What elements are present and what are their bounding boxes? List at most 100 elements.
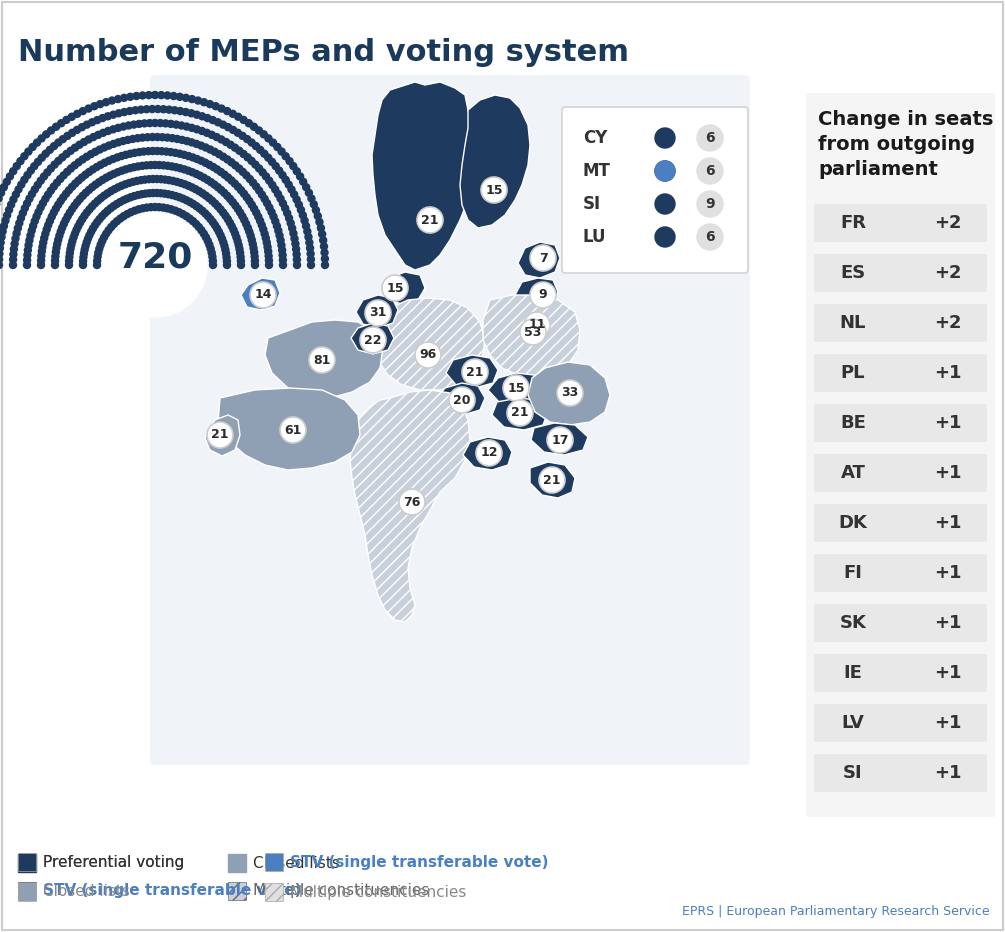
Text: LU: LU bbox=[583, 228, 606, 246]
Circle shape bbox=[250, 244, 257, 252]
Circle shape bbox=[299, 178, 307, 185]
Text: 7: 7 bbox=[539, 252, 548, 265]
Circle shape bbox=[68, 130, 75, 136]
Text: SI: SI bbox=[843, 764, 863, 782]
Circle shape bbox=[360, 327, 386, 353]
Circle shape bbox=[29, 144, 36, 150]
Circle shape bbox=[188, 110, 195, 116]
Text: Change in seats
from outgoing
parliament: Change in seats from outgoing parliament bbox=[818, 110, 993, 179]
Circle shape bbox=[263, 239, 270, 246]
Text: 21: 21 bbox=[544, 473, 561, 487]
Circle shape bbox=[224, 192, 231, 199]
Circle shape bbox=[174, 178, 181, 185]
Circle shape bbox=[131, 121, 138, 128]
Circle shape bbox=[221, 242, 228, 250]
Circle shape bbox=[66, 250, 73, 256]
Circle shape bbox=[80, 139, 87, 145]
Circle shape bbox=[271, 186, 278, 193]
Circle shape bbox=[71, 144, 78, 151]
Circle shape bbox=[164, 134, 171, 141]
Circle shape bbox=[0, 239, 4, 246]
PathPatch shape bbox=[356, 295, 398, 328]
Circle shape bbox=[100, 192, 108, 199]
Text: FI: FI bbox=[843, 564, 862, 582]
Circle shape bbox=[28, 190, 35, 198]
Circle shape bbox=[520, 319, 546, 345]
Circle shape bbox=[122, 181, 129, 187]
Circle shape bbox=[55, 139, 62, 146]
Circle shape bbox=[0, 256, 3, 263]
Circle shape bbox=[251, 262, 258, 268]
Circle shape bbox=[88, 184, 95, 191]
Circle shape bbox=[148, 204, 155, 211]
Circle shape bbox=[189, 154, 196, 161]
Circle shape bbox=[322, 255, 329, 262]
Circle shape bbox=[63, 169, 70, 175]
Circle shape bbox=[655, 161, 675, 181]
Circle shape bbox=[17, 214, 24, 222]
Circle shape bbox=[63, 116, 70, 123]
Circle shape bbox=[47, 165, 54, 171]
Circle shape bbox=[0, 228, 6, 235]
Circle shape bbox=[139, 205, 146, 212]
Circle shape bbox=[102, 159, 109, 166]
Circle shape bbox=[272, 163, 279, 170]
Circle shape bbox=[152, 161, 159, 169]
Circle shape bbox=[37, 177, 44, 185]
Circle shape bbox=[51, 257, 58, 265]
Circle shape bbox=[146, 190, 153, 197]
Circle shape bbox=[71, 162, 78, 169]
Text: Multiple constituencies: Multiple constituencies bbox=[253, 884, 429, 898]
Circle shape bbox=[182, 94, 189, 102]
Circle shape bbox=[244, 225, 251, 231]
Circle shape bbox=[224, 156, 231, 163]
Circle shape bbox=[56, 175, 63, 183]
Circle shape bbox=[195, 224, 202, 230]
Circle shape bbox=[43, 226, 50, 233]
Circle shape bbox=[222, 246, 229, 254]
Circle shape bbox=[51, 161, 58, 168]
Circle shape bbox=[9, 262, 16, 268]
Circle shape bbox=[91, 148, 98, 156]
Circle shape bbox=[293, 196, 300, 203]
Circle shape bbox=[99, 130, 107, 136]
Circle shape bbox=[168, 206, 175, 212]
Circle shape bbox=[102, 210, 109, 217]
Circle shape bbox=[16, 220, 23, 226]
FancyBboxPatch shape bbox=[814, 354, 987, 392]
Circle shape bbox=[209, 262, 216, 268]
Circle shape bbox=[93, 163, 101, 171]
Circle shape bbox=[54, 201, 61, 208]
Circle shape bbox=[222, 250, 229, 257]
Circle shape bbox=[240, 190, 247, 198]
Circle shape bbox=[256, 146, 263, 154]
Circle shape bbox=[222, 139, 229, 145]
Circle shape bbox=[210, 163, 217, 171]
Circle shape bbox=[265, 257, 272, 264]
Circle shape bbox=[316, 218, 323, 226]
Circle shape bbox=[31, 186, 38, 193]
Circle shape bbox=[220, 209, 226, 216]
Circle shape bbox=[382, 275, 408, 301]
Circle shape bbox=[169, 192, 176, 199]
Circle shape bbox=[105, 207, 112, 214]
Circle shape bbox=[321, 243, 328, 250]
Circle shape bbox=[40, 239, 47, 246]
Circle shape bbox=[204, 176, 211, 184]
Circle shape bbox=[161, 190, 168, 198]
Circle shape bbox=[277, 195, 284, 202]
Circle shape bbox=[68, 241, 74, 249]
Circle shape bbox=[697, 125, 723, 151]
Circle shape bbox=[82, 171, 89, 178]
Circle shape bbox=[295, 201, 303, 208]
PathPatch shape bbox=[483, 295, 580, 377]
Circle shape bbox=[26, 237, 33, 244]
FancyBboxPatch shape bbox=[814, 404, 987, 442]
Circle shape bbox=[276, 232, 283, 239]
PathPatch shape bbox=[265, 320, 383, 398]
Circle shape bbox=[243, 136, 250, 143]
FancyBboxPatch shape bbox=[814, 254, 987, 292]
Circle shape bbox=[82, 242, 89, 250]
Circle shape bbox=[104, 190, 111, 197]
Circle shape bbox=[10, 168, 17, 174]
